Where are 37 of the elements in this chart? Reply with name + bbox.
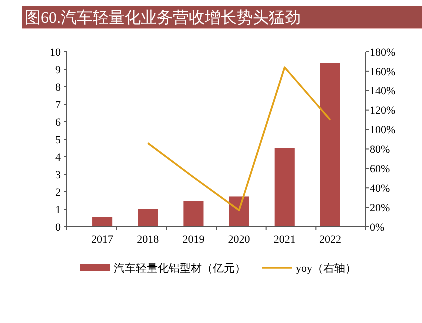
x-tick-label: 2021: [274, 234, 296, 246]
y-tick-label: 5: [56, 134, 62, 146]
y-tick-label: 2: [56, 186, 61, 199]
y2-tick-label: 60%: [370, 164, 390, 176]
bar: [320, 63, 340, 227]
y2-tick-label: 160%: [370, 66, 396, 78]
y2-tick-label: 120%: [370, 105, 396, 118]
bar: [138, 210, 158, 227]
legend-label: 汽车轻量化铝型材（亿元）: [114, 262, 246, 275]
bar: [184, 201, 204, 227]
x-tick-label: 2020: [228, 234, 251, 246]
bar: [92, 217, 113, 227]
y2-tick-label: 0%: [370, 222, 385, 234]
x-tick-label: 2018: [137, 234, 160, 246]
chart-title: 图60.汽车轻量化业务营收增长势头猛劲: [25, 9, 301, 27]
y2-tick-label: 100%: [370, 124, 396, 137]
y-tick-label: 7: [56, 99, 62, 112]
y-tick-label: 6: [56, 116, 62, 129]
y-tick-label: 0: [56, 222, 62, 234]
x-tick-label: 2017: [92, 234, 114, 246]
y-tick-label: 10: [50, 46, 62, 59]
x-tick-label: 2022: [319, 234, 342, 246]
y2-tick-label: 140%: [370, 86, 396, 98]
x-tick-label: 2019: [182, 234, 206, 246]
bar: [229, 196, 250, 227]
y-tick-label: 1: [56, 204, 61, 216]
y-tick-label: 8: [56, 82, 62, 94]
y2-tick-label: 80%: [370, 144, 390, 156]
y-tick-label: 9: [56, 64, 62, 76]
y-tick-label: 4: [56, 152, 62, 164]
y2-tick-label: 180%: [370, 46, 396, 59]
line-series: [147, 66, 332, 212]
y2-tick-label: 20%: [370, 202, 390, 214]
y-tick-label: 3: [56, 169, 62, 182]
bar: [274, 148, 295, 227]
legend-label: yoy（右轴）: [296, 262, 356, 275]
y2-tick-label: 40%: [370, 182, 390, 195]
